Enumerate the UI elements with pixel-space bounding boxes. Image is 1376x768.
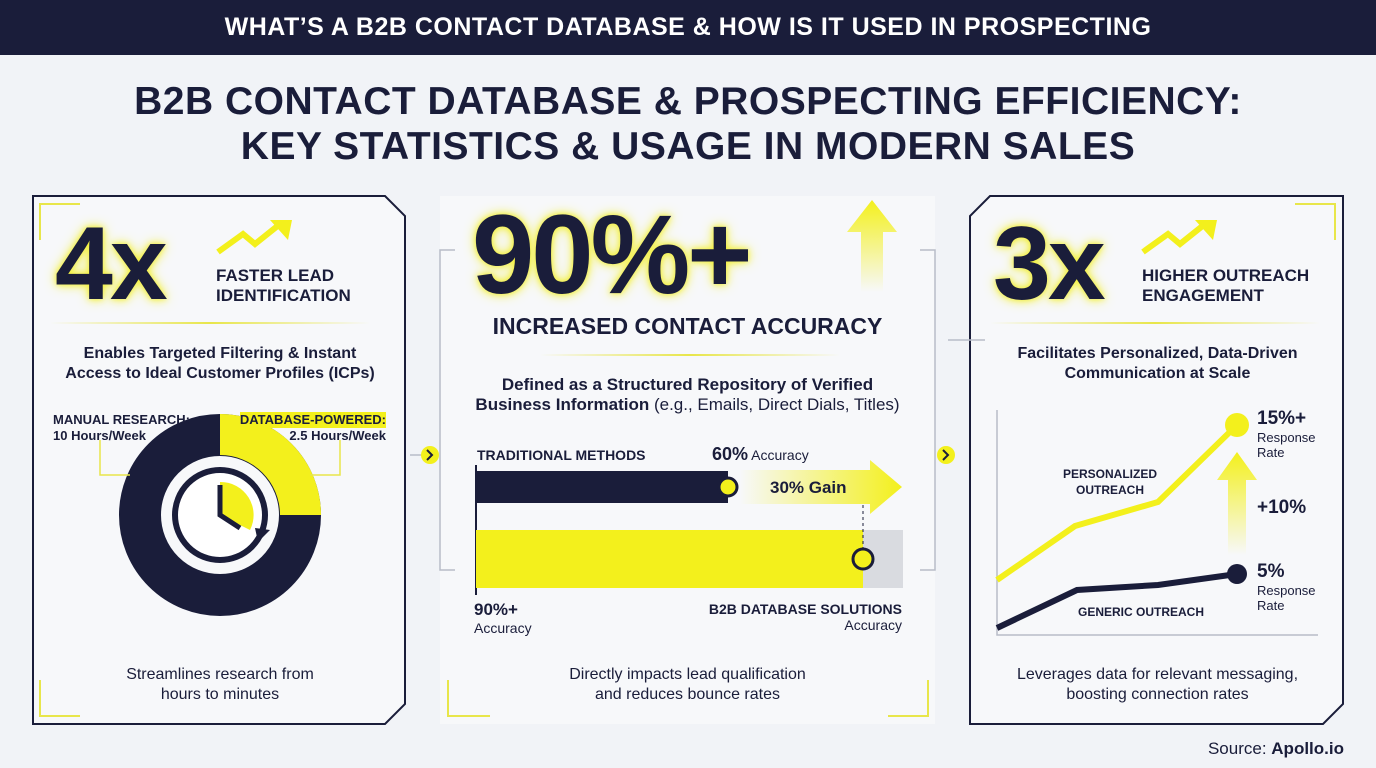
top-banner: WHAT’S A B2B CONTACT DATABASE & HOW IS I… [0,0,1376,55]
page-title-line2: KEY STATISTICS & USAGE IN MODERN SALES [240,125,1136,168]
banner-text: WHAT’S A B2B CONTACT DATABASE & HOW IS I… [224,13,1152,41]
database-solutions-label: B2B DATABASE SOLUTIONS Accuracy [708,601,902,633]
accuracy-bar-chart [475,460,903,595]
gain-label: 30% Gain [770,478,847,497]
line-generic [995,571,1238,631]
database-powered-label: DATABASE-POWERED: 2.5 Hours/Week [239,412,386,443]
time-donut-chart [99,414,341,616]
middle-stat: 90%+ [472,192,753,317]
middle-panel-frame [440,196,935,724]
arrow-up-icon [847,200,897,292]
chevron-right-icon [421,446,439,464]
traditional-label: TRADITIONAL METHODS [477,447,646,463]
traditional-accuracy: 60% Accuracy [712,444,809,464]
bar-database [476,530,863,588]
chevron-right-icon [937,446,955,464]
connector-right [920,249,985,571]
left-stat: 4x [55,206,168,322]
left-panel-frame [32,195,406,725]
right-subtitle: Facilitates Personalized, Data-Driven Com… [1017,345,1298,382]
right-footer: Leverages data for relevant messaging, bo… [1016,666,1299,703]
delta-label: +10% [1257,497,1307,518]
right-panel-frame [969,195,1344,725]
database-accuracy: 90%+ Accuracy [474,600,532,636]
response-line-chart [995,410,1318,636]
left-subtitle: Enables Targeted Filtering & Instant Acce… [65,345,375,382]
divider [540,354,840,356]
divider [990,322,1320,324]
gain-arrow [740,460,902,514]
source-credit: Source: Apollo.io [1207,739,1344,758]
divider [50,322,370,324]
line-personalized [995,422,1240,583]
page-title-line1: B2B CONTACT DATABASE & PROSPECTING EFFIC… [134,80,1242,123]
high-rate: 15%+ Response Rate [1257,408,1316,460]
middle-subtitle: Defined as a Structured Repository of Ve… [475,375,900,414]
middle-label: INCREASED CONTACT ACCURACY [492,313,883,339]
trend-up-icon [1141,221,1207,255]
left-label: FASTER LEAD IDENTIFICATION [216,266,351,305]
bar-traditional [476,471,728,503]
arrow-up-icon [1217,452,1257,555]
donut-slice-database [220,414,321,515]
manual-research-label: MANUAL RESEARCH: 10 Hours/Week [53,412,190,443]
personalized-label: PERSONALIZED OUTREACH [1062,467,1157,497]
right-label: HIGHER OUTREACH ENGAGEMENT [1142,266,1310,305]
left-footer: Streamlines research from hours to minute… [126,666,314,703]
trend-up-icon [216,221,282,255]
right-stat: 3x [993,206,1106,322]
low-rate: 5% Response Rate [1257,561,1316,613]
middle-footer: Directly impacts lead qualification and r… [569,666,806,703]
generic-label: GENERIC OUTREACH [1078,605,1205,619]
